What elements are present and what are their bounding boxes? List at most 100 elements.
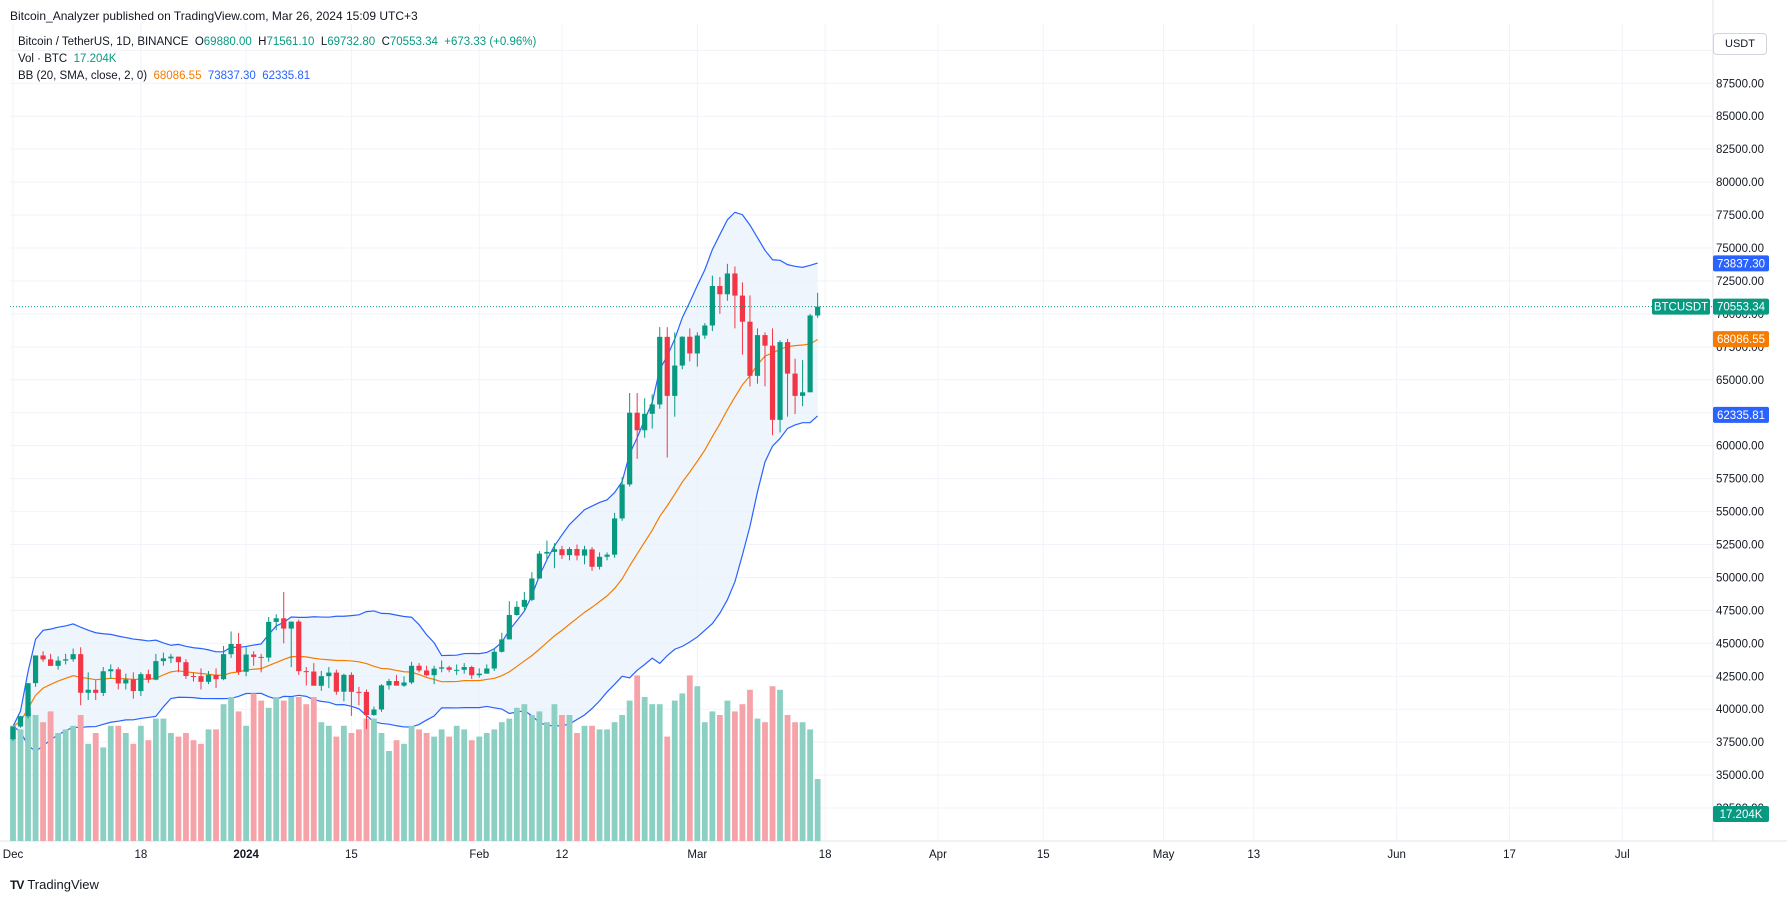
candle-body — [326, 672, 332, 677]
candle-body — [551, 549, 558, 552]
candle-body — [251, 654, 257, 657]
y-tick-label: 35000.00 — [1716, 770, 1764, 782]
volume-bar — [709, 711, 716, 841]
volume-bar — [318, 722, 325, 841]
candle-body — [439, 667, 445, 669]
volume-bar — [762, 722, 768, 841]
volume-bar — [754, 718, 761, 841]
currency-button[interactable]: USDT — [1713, 33, 1767, 55]
candle-body — [491, 651, 497, 669]
volume-bar — [694, 686, 701, 841]
candle-body — [416, 665, 422, 671]
bb-basis-tag-bg — [1713, 331, 1769, 348]
volume-bar — [145, 740, 152, 841]
candle-body — [378, 685, 385, 710]
volume-bar — [566, 715, 573, 841]
candle-body — [258, 656, 264, 658]
volume-bar — [325, 725, 332, 841]
candle-body — [642, 413, 648, 431]
candle-body — [424, 670, 430, 676]
volume-bar — [40, 722, 46, 841]
candle-body — [190, 676, 197, 678]
volume-bar — [393, 740, 400, 841]
legend-bb-upper: 73837.30 — [207, 70, 256, 82]
legend-volume-row[interactable]: Vol · BTC 17.204K — [18, 51, 536, 68]
volume-bar — [100, 747, 107, 841]
candle-body — [63, 659, 69, 661]
candle-body — [153, 661, 159, 680]
candle-body — [145, 674, 151, 680]
x-tick-label: 13 — [1247, 849, 1260, 861]
candle-body — [401, 682, 407, 686]
volume-bar — [130, 743, 137, 841]
y-tick-label: 85000.00 — [1716, 111, 1764, 123]
volume-bar — [92, 733, 99, 841]
x-tick-label: Feb — [469, 849, 489, 861]
volume-bar — [310, 697, 317, 841]
volume-bar — [619, 715, 626, 841]
legend-volume-label: Vol · BTC — [18, 53, 68, 65]
x-tick-label: 18 — [134, 849, 147, 861]
candle-body — [672, 365, 678, 396]
candle-body — [175, 656, 182, 663]
volume-bar — [814, 779, 821, 841]
x-tick-label: 2024 — [233, 849, 259, 861]
volume-bar — [250, 693, 257, 841]
candle-body — [612, 518, 618, 555]
volume-bar — [739, 704, 746, 841]
candle-body — [130, 679, 136, 692]
volume-bar — [732, 711, 738, 841]
candles — [10, 263, 821, 741]
volume-bar — [506, 718, 513, 841]
volume-bar — [348, 733, 355, 841]
candle-body — [25, 683, 31, 717]
legend-bb-basis: 68086.55 — [153, 70, 202, 82]
candle-body — [581, 549, 588, 556]
candle-body — [476, 673, 482, 676]
legend-bb-row[interactable]: BB (20, SMA, close, 2, 0) 68086.55 73837… — [18, 68, 536, 85]
volume-bar — [295, 697, 302, 841]
legend-symbol: Bitcoin / TetherUS, 1D, BINANCE — [18, 36, 189, 48]
volume-bar — [807, 729, 814, 841]
symbol-tag: BTCUSDT — [1652, 298, 1710, 315]
legend-open: 69880.00 — [203, 36, 252, 48]
x-tick-label: 18 — [819, 849, 832, 861]
candle-body — [484, 668, 490, 674]
y-tick-label: 80000.00 — [1716, 177, 1764, 189]
volume-bar — [416, 729, 422, 841]
volume-bar — [160, 718, 167, 841]
volume-bar — [205, 729, 212, 841]
candle-body — [815, 306, 821, 316]
price-axis[interactable]: 32500.0035000.0037500.0040000.0042500.00… — [1716, 45, 1764, 815]
time-axis[interactable]: Dec 18 2024 15 Feb 12 Mar 18 Apr 15 May 13 Jun 17 Jul — [3, 849, 1630, 861]
volume-bar — [596, 729, 603, 841]
candle-body — [769, 345, 776, 420]
volume-bar — [626, 700, 633, 841]
candle-body — [514, 606, 520, 616]
volume-bar — [551, 704, 558, 841]
candle-body — [55, 660, 61, 666]
footer-brand[interactable]: TV TradingView — [10, 877, 99, 892]
candle-body — [243, 654, 249, 672]
candle-body — [739, 295, 746, 322]
volume-bar — [521, 704, 528, 841]
volume-bar — [498, 722, 505, 841]
volume-bar — [792, 722, 798, 841]
candle-body — [115, 669, 121, 684]
legend-symbol-row[interactable]: Bitcoin / TetherUS, 1D, BINANCE O69880.0… — [18, 34, 536, 51]
candle-body — [649, 404, 655, 414]
x-tick-label: Mar — [687, 849, 707, 861]
y-tick-label: 57500.00 — [1716, 474, 1764, 486]
volume-bar — [468, 740, 475, 841]
candle-body — [236, 643, 242, 672]
candle-body — [408, 665, 415, 683]
volume-bar — [235, 711, 242, 841]
volume-bar — [716, 715, 723, 841]
volume-bar — [446, 736, 453, 841]
volume-bar — [559, 715, 565, 841]
candle-body — [777, 342, 783, 420]
volume-bar — [333, 736, 340, 841]
y-tick-label: 52500.00 — [1716, 540, 1764, 552]
legend-low: 69732.80 — [327, 36, 376, 48]
